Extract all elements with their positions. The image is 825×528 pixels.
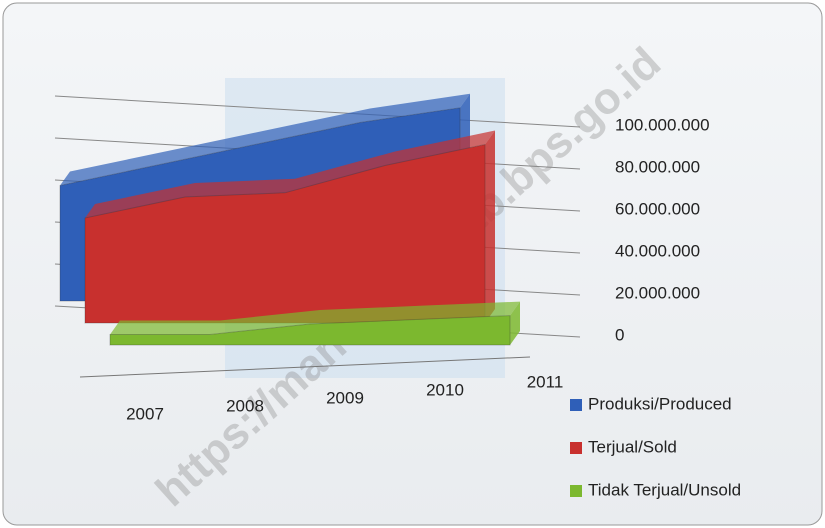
area-top: [85, 130, 495, 218]
area-top: [60, 93, 470, 186]
area: [109, 315, 511, 346]
area-top: [110, 301, 520, 335]
x-tick-label: 2008: [226, 396, 264, 415]
y-tick-label: 0: [615, 325, 624, 344]
legend-label: Terjual/Sold: [588, 437, 677, 456]
grid-line: [54, 95, 581, 128]
x-axis: [79, 356, 531, 378]
legend-swatch: [570, 485, 582, 497]
y-tick-label: 80.000.000: [615, 157, 700, 176]
x-tick-label: 2007: [126, 404, 164, 423]
area-side: [510, 301, 520, 345]
legend-swatch: [570, 442, 582, 454]
y-tick-label: 40.000.000: [615, 241, 700, 260]
legend-label: Tidak Terjual/Unsold: [588, 480, 741, 499]
area-side: [485, 130, 495, 323]
legend-swatch: [570, 399, 582, 411]
y-tick-label: 100.000.000: [615, 115, 710, 134]
legend-label: Produksi/Produced: [588, 394, 732, 413]
x-tick-label: 2011: [527, 372, 564, 391]
y-tick-label: 60.000.000: [615, 199, 700, 218]
x-tick-label: 2010: [426, 380, 464, 399]
area: [84, 143, 486, 324]
x-tick-label: 2009: [326, 388, 364, 407]
y-tick-label: 20.000.000: [615, 283, 700, 302]
